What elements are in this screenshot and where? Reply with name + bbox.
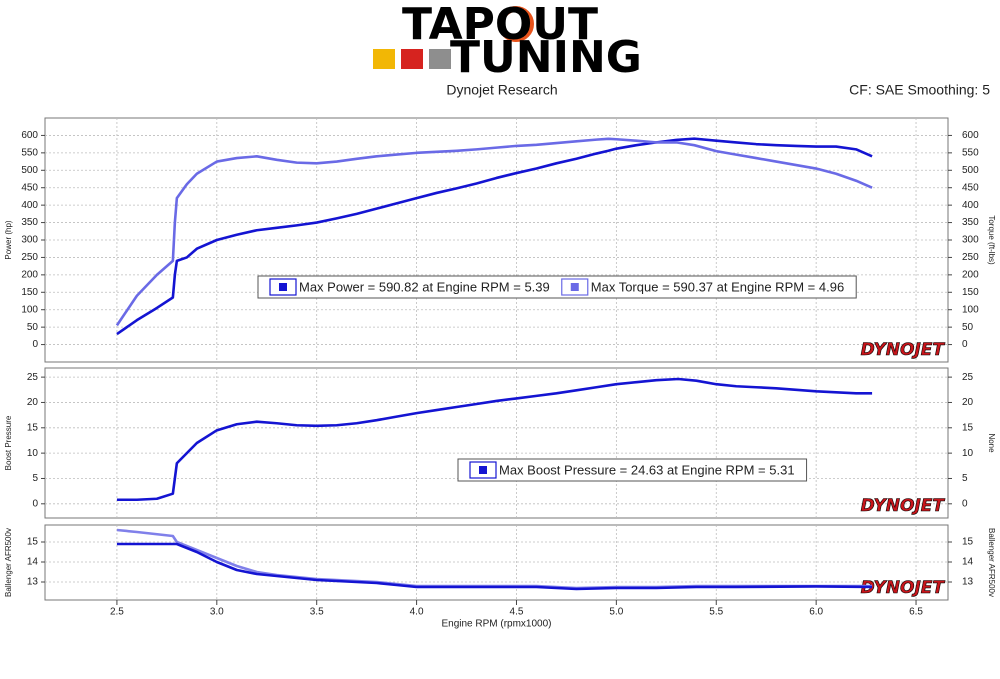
y-tick-label: 5 [32,473,38,484]
y-tick-label: 15 [27,537,39,548]
y-tick-label: 500 [21,165,38,176]
logo-turbo [498,6,534,42]
y-tick-label: 100 [21,304,38,315]
x-tick-label: 4.0 [410,607,424,618]
logo-bottom: TUNING [450,32,642,83]
y-tick-label: 550 [21,147,38,158]
logo-stripe [401,49,423,69]
y-tick-label: 300 [21,235,38,246]
y2-tick-label: 550 [962,147,979,158]
y-axis-label: Ballenger AFR500v [4,528,13,597]
legend-swatch [570,283,579,291]
y2-tick-label: 15 [962,537,974,548]
legend-label: Max Power = 590.82 at Engine RPM = 5.39 [299,279,550,294]
y2-tick-label: 150 [962,287,979,298]
y2-tick-label: 5 [962,473,968,484]
y-tick-label: 200 [21,269,38,280]
x-tick-label: 6.0 [809,607,823,618]
y2-tick-label: 200 [962,269,979,280]
y-tick-label: 0 [32,339,38,350]
y-tick-label: 15 [27,422,39,433]
watermark: DYNOJET [861,578,946,598]
y2-tick-label: 50 [962,322,974,333]
x-tick-label: 2.5 [110,607,124,618]
y2-tick-label: 250 [962,252,979,263]
logo-stripe [373,49,395,69]
x-tick-label: 5.0 [609,607,623,618]
x-tick-label: 3.5 [310,607,324,618]
x-tick-label: 3.0 [210,607,224,618]
y-tick-label: 25 [27,372,39,383]
y2-tick-label: 10 [962,448,974,459]
y2-tick-label: 450 [962,182,979,193]
y-axis-label: Power (hp) [4,220,13,259]
legend-swatch [279,283,287,291]
plot-area [44,117,949,363]
series-line [116,377,873,502]
y-tick-label: 0 [32,498,38,509]
y-tick-label: 50 [27,322,39,333]
y2-tick-label: 300 [962,235,979,246]
y-tick-label: 14 [27,557,39,568]
y2-tick-label: 25 [962,372,974,383]
y2-tick-label: 600 [962,130,979,141]
watermark: DYNOJET [861,340,946,360]
legend-box [457,458,808,482]
y-tick-label: 13 [27,577,39,588]
series-line [115,137,873,327]
y-tick-label: 400 [21,200,38,211]
x-tick-label: 6.5 [909,607,923,618]
legend-box [257,275,857,299]
y2-tick-label: 500 [962,165,979,176]
y-tick-label: 150 [21,287,38,298]
y-tick-label: 350 [21,217,38,228]
y-tick-label: 20 [27,397,39,408]
y2-tick-label: 13 [962,577,974,588]
x-axis-label: Engine RPM (rpmx1000) [441,619,551,630]
y2-axis-label: Ballenger AFR500v [987,528,996,597]
y2-tick-label: 14 [962,557,974,568]
y2-axis-label: None [987,433,996,453]
y2-tick-label: 15 [962,422,974,433]
watermark: DYNOJET [861,496,946,516]
y-tick-label: 450 [21,182,38,193]
plot-area [44,524,949,601]
subtitle: Dynojet Research [446,82,557,98]
x-tick-label: 4.5 [510,607,524,618]
y2-tick-label: 20 [962,397,974,408]
y-tick-label: 600 [21,130,38,141]
legend-label: Max Torque = 590.37 at Engine RPM = 4.96 [591,279,844,294]
y-tick-label: 250 [21,252,38,263]
series-line [116,542,873,591]
settings: CF: SAE Smoothing: 5 [849,82,990,98]
legend-swatch [479,466,487,474]
legend-label: Max Boost Pressure = 24.63 at Engine RPM… [499,462,795,477]
x-tick-label: 5.5 [709,607,723,618]
y-tick-label: 10 [27,448,39,459]
y2-tick-label: 0 [962,339,968,350]
series-line [116,137,873,336]
logo-top: TAPOUT [402,0,598,50]
logo-stripe [429,49,451,69]
y2-axis-label: Torque (ft-lbs) [987,215,996,265]
y2-tick-label: 0 [962,498,968,509]
y2-tick-label: 350 [962,217,979,228]
y2-tick-label: 400 [962,200,979,211]
y-axis-label: Boost Pressure [4,415,13,470]
y2-tick-label: 100 [962,304,979,315]
